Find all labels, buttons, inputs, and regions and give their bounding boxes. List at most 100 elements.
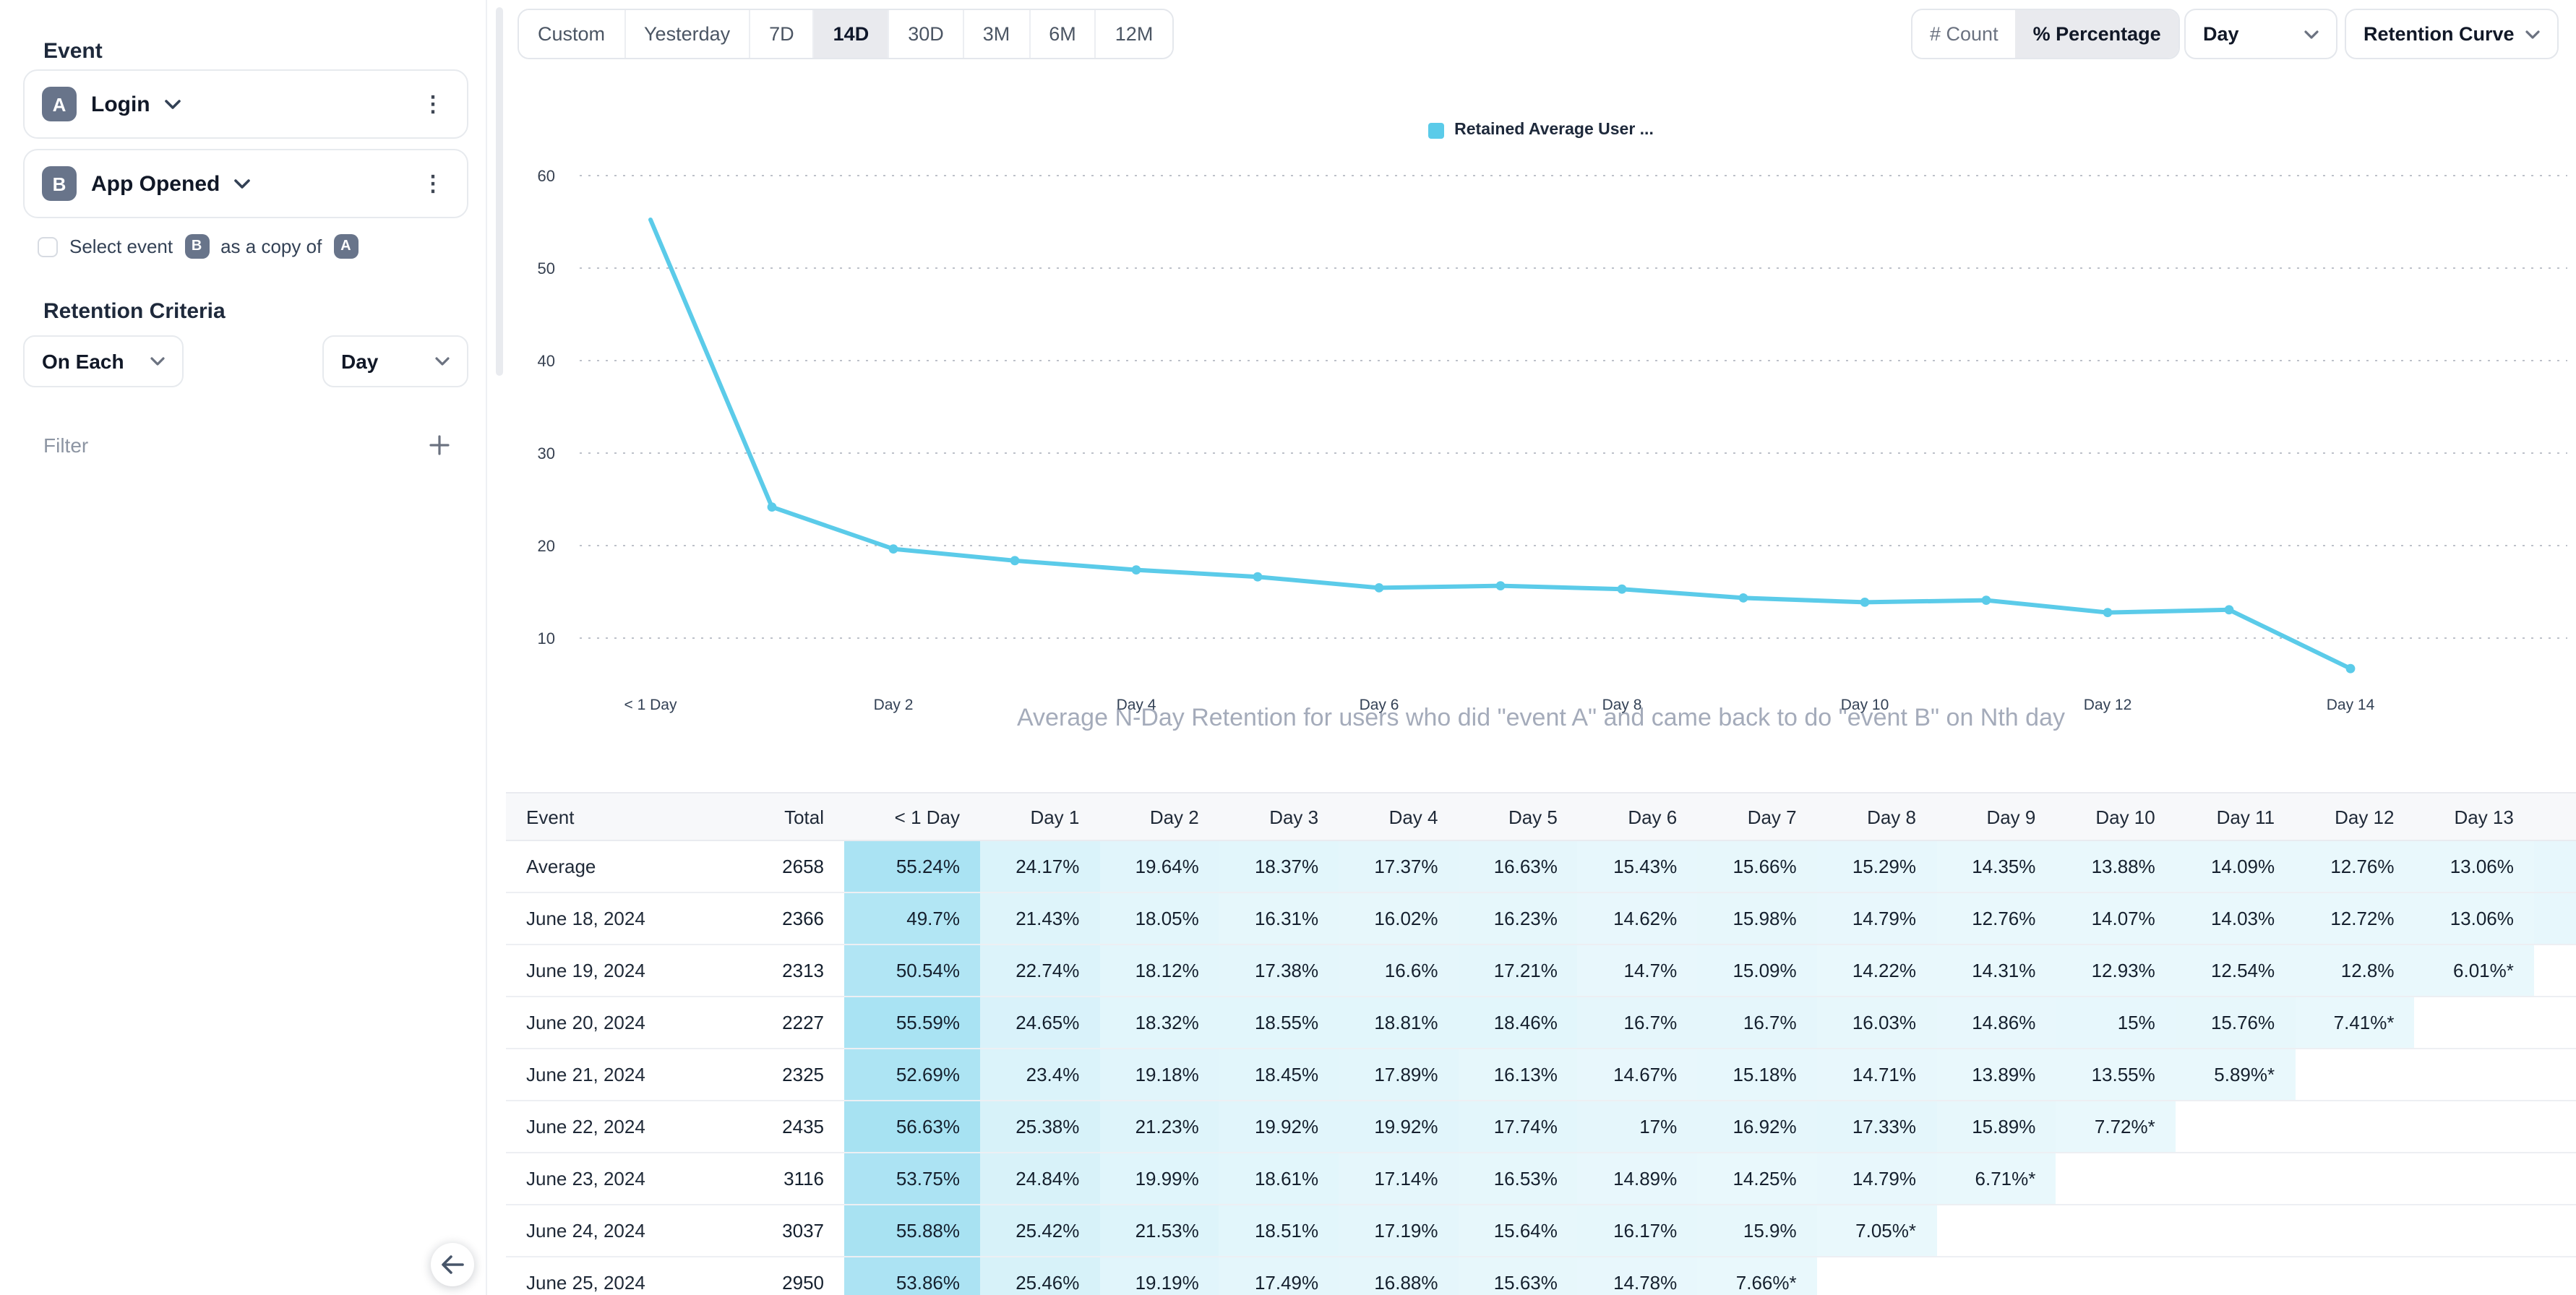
retention-cell: 18.12%	[1099, 945, 1219, 997]
retention-cell: 22.74%	[980, 945, 1100, 997]
count-toggle-button[interactable]: # Count	[1912, 10, 2016, 58]
retention-cell	[2533, 997, 2576, 1049]
chevron-down-icon	[150, 357, 165, 366]
event-a-mini-badge: A	[333, 234, 359, 259]
column-header-day-5: Day 5	[1458, 792, 1578, 841]
retention-cell: 19.92%	[1219, 1101, 1339, 1153]
event-b-menu-icon[interactable]: ⋮	[422, 171, 444, 196]
event-b-badge: B	[42, 166, 77, 201]
chevron-down-icon	[234, 178, 251, 188]
filter-label: Filter	[43, 434, 89, 457]
add-filter-button[interactable]	[428, 434, 451, 457]
table-row: Average 2658 55.24% 24.17% 19.64% 18.37% 17.37…	[506, 840, 2576, 893]
column-header-day-3: Day 3	[1219, 792, 1339, 841]
criteria-granularity-select[interactable]: Day	[322, 335, 468, 387]
criteria-granularity-value: Day	[341, 350, 379, 373]
column-header-day-8: Day 8	[1816, 792, 1936, 841]
retention-cell: 14.79%	[1816, 1153, 1936, 1205]
column-header-day-6: Day 6	[1577, 792, 1698, 841]
table-row: June 25, 2024 2950 53.86% 25.46% 19.19% 17.49…	[506, 1257, 2576, 1295]
retention-cell	[2533, 1101, 2576, 1153]
retention-cell: 7.41%*	[2295, 997, 2415, 1049]
x-axis-tick: Day 10	[1841, 697, 1889, 713]
chart-point-day-12[interactable]	[2103, 608, 2113, 617]
chart-point-day-2[interactable]	[888, 544, 898, 554]
y-axis-tick: 10	[538, 629, 555, 648]
chart-point-day-1[interactable]	[767, 502, 777, 512]
column-header-day-4: Day 4	[1339, 792, 1459, 841]
chart-point-day-8[interactable]	[1617, 584, 1627, 594]
column-header-day-2: Day 2	[1099, 792, 1219, 841]
retention-cell: 16.7%	[1697, 997, 1817, 1049]
chart-point-day-5[interactable]	[1253, 572, 1263, 582]
chart-point-day-4[interactable]	[1131, 565, 1141, 575]
retention-cell	[2414, 997, 2534, 1049]
chart-point-day-10[interactable]	[1860, 598, 1870, 607]
sidebar-scrollbar-thumb[interactable]	[496, 7, 503, 376]
y-axis-tick: 20	[538, 537, 555, 555]
chart-point-day-9[interactable]	[1738, 593, 1748, 603]
event-b-selector[interactable]: B App Opened ⋮	[23, 149, 468, 218]
retention-cell: 55.59%	[844, 997, 980, 1049]
copy-event-text-before: Select event	[69, 236, 173, 257]
retention-cell: 15.64%	[1458, 1205, 1578, 1257]
range-button-6m[interactable]: 6M	[1030, 10, 1096, 58]
range-button-custom[interactable]: Custom	[519, 10, 626, 58]
range-button-12m[interactable]: 12M	[1096, 10, 1172, 58]
chart-point-day-6[interactable]	[1374, 583, 1384, 593]
chart-point-day-14[interactable]	[2345, 663, 2356, 674]
retention-cell: 50.54%	[844, 945, 980, 997]
retention-cell: 16.31%	[1219, 892, 1339, 945]
retention-cell: 16.17%	[1577, 1205, 1698, 1257]
column-header-total: Total	[694, 792, 844, 841]
event-a-badge: A	[42, 87, 77, 121]
legend-swatch[interactable]	[1428, 122, 1445, 138]
range-button-yesterday[interactable]: Yesterday	[625, 10, 751, 58]
copy-event-checkbox[interactable]	[38, 236, 58, 257]
column-header-day-12: Day 12	[2295, 792, 2415, 841]
table-row: June 19, 2024 2313 50.54% 22.74% 18.12% 17.38…	[506, 945, 2576, 997]
on-each-select[interactable]: On Each	[23, 335, 184, 387]
x-axis-tick: Day 14	[2327, 697, 2375, 713]
row-total: 2227	[694, 997, 844, 1049]
x-axis-tick: Day 8	[1602, 697, 1642, 713]
retention-cell	[2295, 1049, 2415, 1101]
event-a-menu-icon[interactable]: ⋮	[422, 92, 444, 116]
event-section-label: Event	[43, 39, 103, 64]
retention-cell: 17.49%	[1219, 1257, 1339, 1295]
retention-cell: 15.29%	[1816, 840, 1936, 893]
retention-cell: 15.09%	[1697, 945, 1817, 997]
retention-cell: 17.19%	[1339, 1205, 1459, 1257]
range-button-30d[interactable]: 30D	[889, 10, 964, 58]
view-type-select[interactable]: Retention Curve	[2345, 9, 2559, 59]
retention-cell: 52.69%	[844, 1049, 980, 1101]
retention-cell: 16.53%	[1458, 1153, 1578, 1205]
range-button-14d[interactable]: 14D	[814, 10, 890, 58]
retention-cell	[2295, 1101, 2415, 1153]
chart-point-day-13[interactable]	[2224, 605, 2234, 615]
row-label: June 25, 2024	[506, 1257, 694, 1295]
event-a-selector[interactable]: A Login ⋮	[23, 69, 468, 139]
range-button-7d[interactable]: 7D	[750, 10, 815, 58]
range-button-3m[interactable]: 3M	[963, 10, 1031, 58]
retention-cell: 24.84%	[980, 1153, 1100, 1205]
retention-chart: 60 50 40 30 20 10 < 1 Day Day 2 Day 4 Day 6 Day 8 D…	[538, 167, 2567, 713]
granularity-select[interactable]: Day	[2184, 9, 2337, 59]
retention-cell: 17.21%	[1458, 945, 1578, 997]
column-header--1-day: < 1 Day	[844, 792, 980, 841]
retention-cell	[2175, 1257, 2296, 1295]
chart-point-day-3[interactable]	[1010, 556, 1020, 566]
retention-cell: 12.93%	[2056, 945, 2176, 997]
x-axis-tick: Day 6	[1360, 697, 1399, 713]
retention-cell: 15.98%	[1697, 892, 1817, 945]
retention-cell: 19.64%	[1099, 840, 1219, 893]
back-button[interactable]	[431, 1243, 474, 1286]
chart-point-day-7[interactable]	[1495, 581, 1506, 590]
percentage-toggle-button[interactable]: % Percentage	[2015, 10, 2178, 58]
chart-point-day-11[interactable]	[1981, 595, 1991, 605]
row-total: 3037	[694, 1205, 844, 1257]
column-header-day-11: Day 11	[2175, 792, 2296, 841]
retention-table: Event Total < 1 Day Day 1 Day 2 Day 3 Day 4 Day…	[506, 792, 2576, 1295]
date-range-group: Custom Yesterday 7D 14D 30D 3M 6M 12M	[518, 9, 1174, 59]
